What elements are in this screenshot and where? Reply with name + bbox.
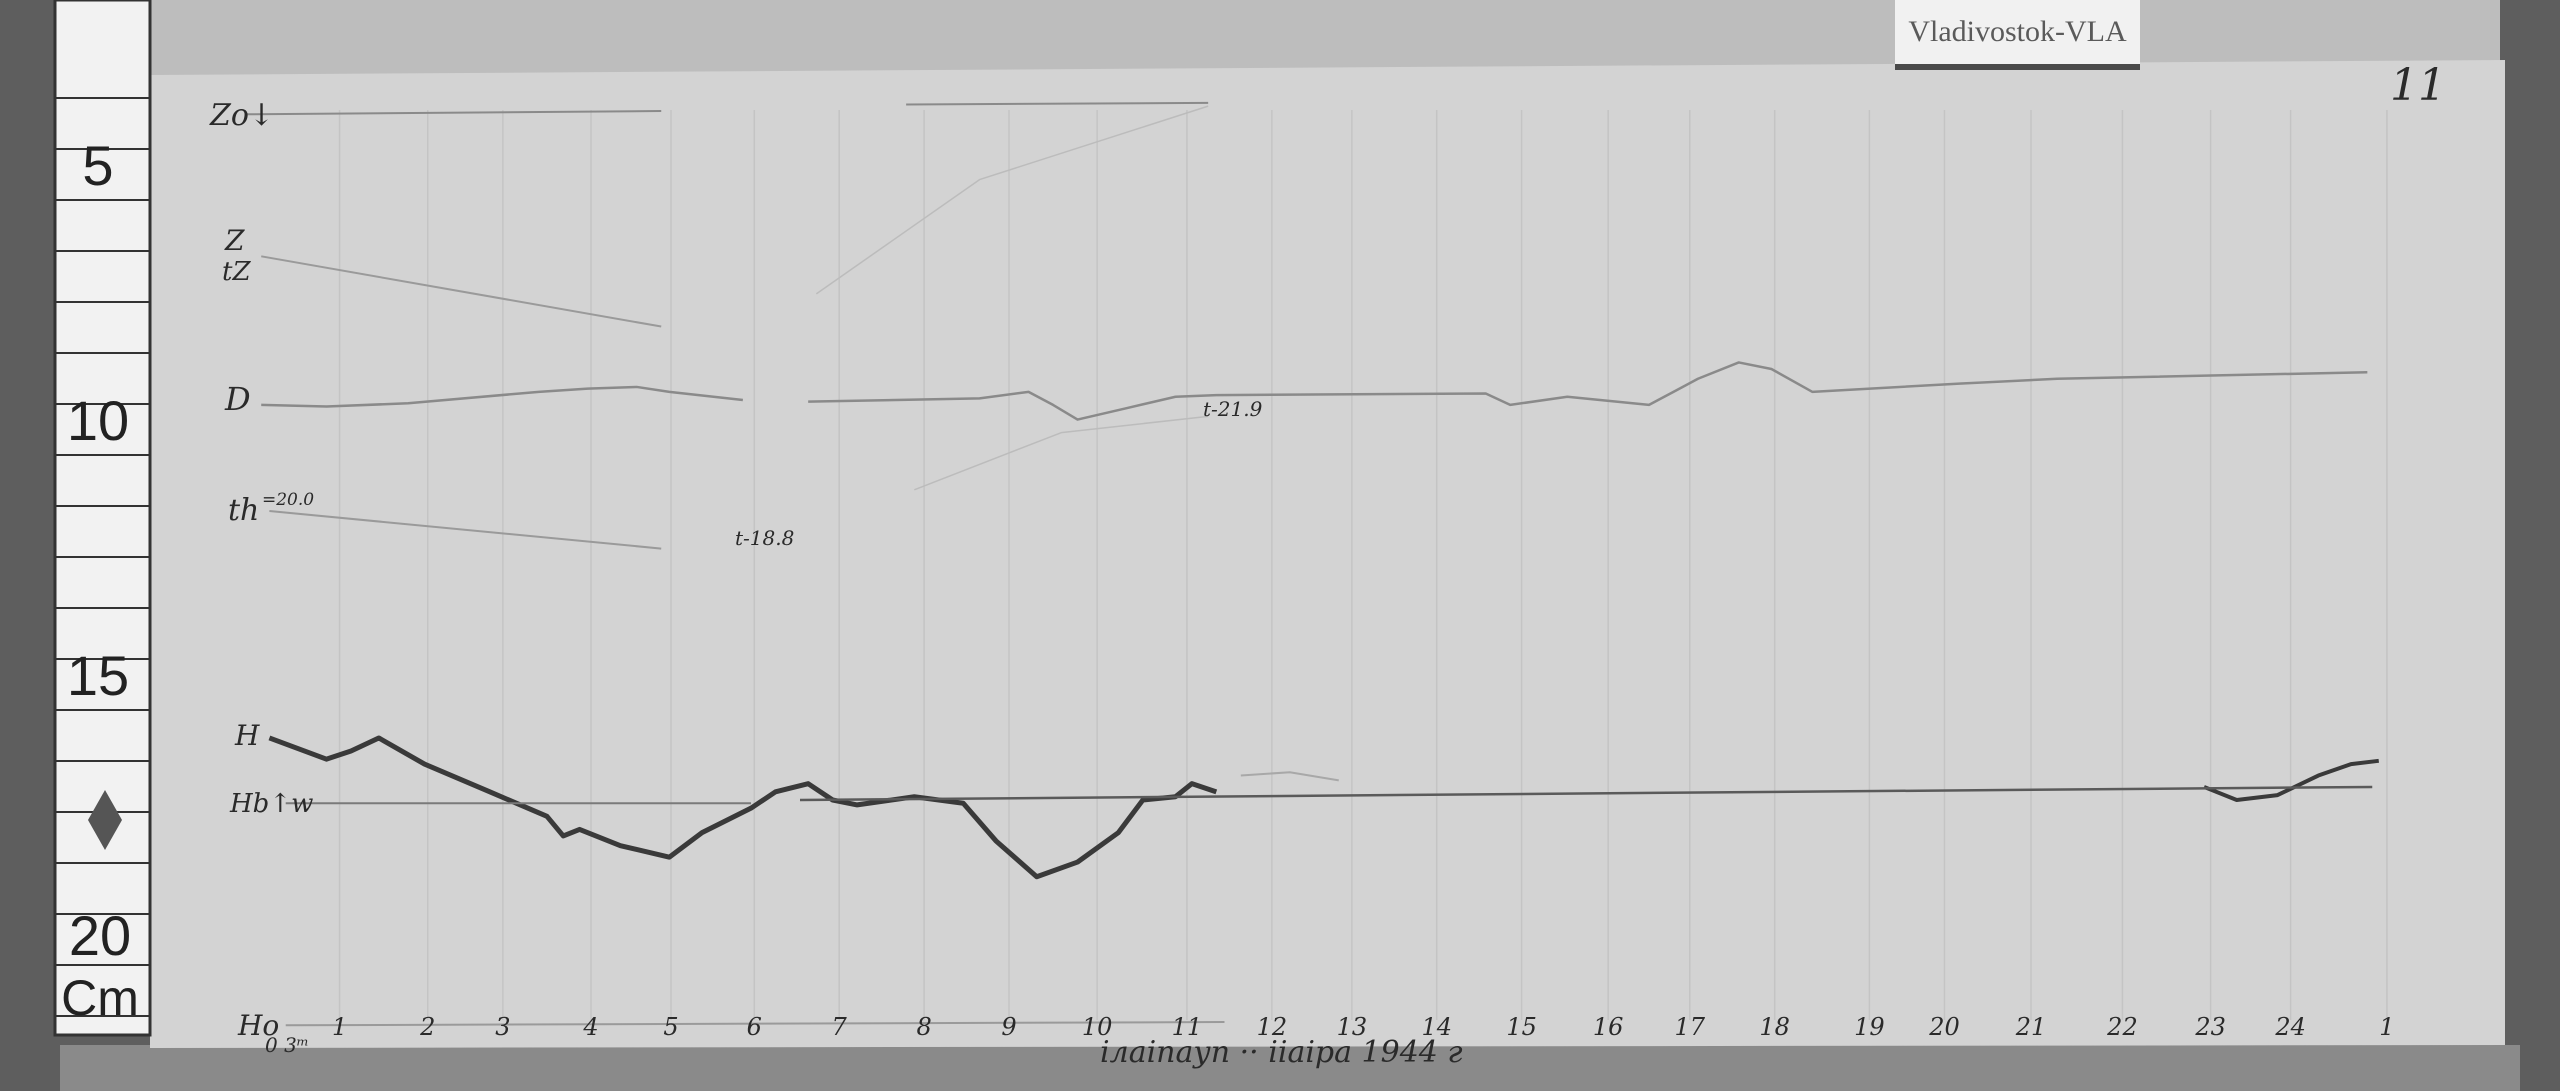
ruler-ticks [55,97,150,1017]
ruler-mark: 5 [82,134,113,197]
hour-label: 20 [1928,1013,1960,1041]
label-ho: Ho [237,1009,279,1042]
ruler-mark: 10 [67,389,129,452]
hour-label: 6 [747,1013,762,1041]
label-h: H [234,719,260,752]
hour-label: 21 [2015,1013,2047,1041]
label-th: th [228,493,259,528]
hour-label: 18 [1759,1013,1790,1041]
hour-label: 3 [495,1013,510,1041]
ruler-unit: Cm [61,970,139,1026]
label-d: D [224,380,251,418]
hour-label: 12 [1257,1013,1288,1041]
ruler-mark: 15 [67,644,129,707]
ho-baseline [285,1021,1225,1027]
ruler-diamond-marker [88,790,122,850]
annotation-t-d: t-21.9 [1203,397,1263,421]
footer-text: ілаіпауп ·· ііаіра 1944 г [1100,1035,1463,1070]
label-tz: tZ [222,257,251,287]
faint-curve [914,415,1209,491]
hour-label: 24 [2274,1013,2306,1041]
station-label: Vladivostok-VLA [1895,0,2140,70]
label-zo: Zo↓ [209,98,274,133]
zo-trace [244,110,662,116]
hour-label: 23 [2194,1013,2226,1041]
hour-label: 10 [1082,1013,1113,1041]
hour-label: 13 [1337,1013,1368,1041]
hour-label: 5 [663,1013,678,1041]
traces [244,101,2380,1027]
zo-trace [906,101,1209,106]
faint-curve [815,105,1209,295]
label-h-base: Hb↑w [229,789,313,819]
label-th-value: =20.0 [262,490,314,510]
hour-label: 1 [332,1013,347,1041]
hour-label: 19 [1854,1013,1885,1041]
hour-label: 11 [1172,1013,1203,1041]
d-trace [808,361,2368,421]
hour-labels: 1 2 3 4 5 6 7 8 9 10 11 12 13 14 15 16 17 18 19 20 21 22 23 24 1 [332,1013,2395,1041]
start-label: 0 3ᵐ [265,1033,309,1057]
hour-label: 1 [2379,1013,2394,1041]
h-trace [2203,758,2380,802]
hour-label: 9 [1001,1013,1016,1041]
hour-label: 22 [2106,1013,2138,1041]
h-trace-faint [1240,771,1339,782]
bottom-strip [60,1045,2520,1091]
ruler-mark: 20 [69,904,131,967]
hour-label: 2 [419,1013,435,1041]
d-trace [261,385,743,408]
hour-gridlines [338,110,2388,1020]
hour-label: 14 [1421,1013,1452,1041]
hour-label: 17 [1675,1013,1706,1041]
th-trace [269,510,662,550]
hour-label: 15 [1506,1013,1537,1041]
label-z: Z [224,224,245,257]
paper-sheet [150,60,2505,1048]
sheet-number: 11 [2390,60,2446,111]
hour-label: 16 [1593,1013,1624,1041]
hour-label: 4 [582,1013,598,1041]
annotation-t-mid: t-18.8 [735,526,794,550]
z-trace [261,255,662,328]
h-baseline [799,785,2373,802]
hour-label: 7 [832,1013,848,1041]
hour-label: 8 [916,1013,931,1041]
h-trace [268,735,1218,880]
